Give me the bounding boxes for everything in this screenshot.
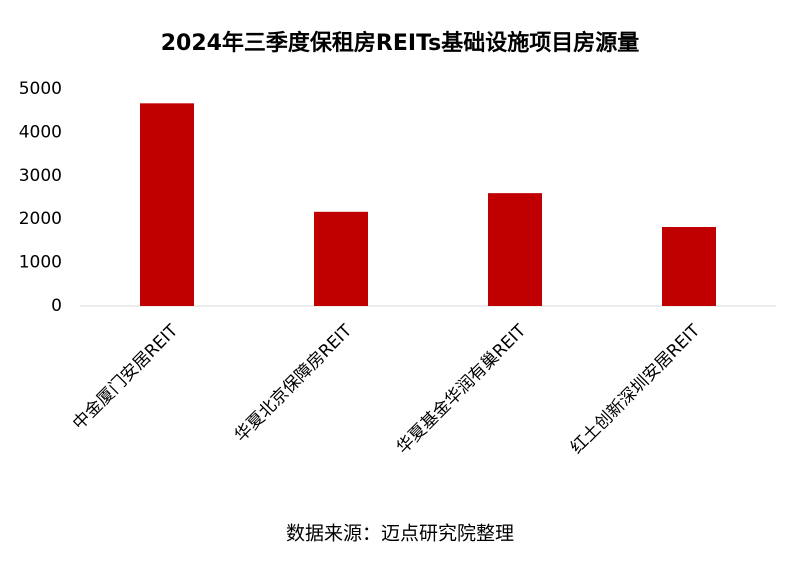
y-tick-label: 4000 — [19, 122, 62, 142]
bar — [140, 103, 194, 307]
bar — [662, 227, 716, 306]
y-tick-label: 2000 — [19, 209, 62, 229]
y-tick-label: 5000 — [19, 79, 62, 99]
source-note: 数据来源：迈点研究院整理 — [286, 523, 514, 545]
bar — [314, 211, 368, 306]
y-tick-label: 1000 — [19, 253, 62, 273]
y-tick-label: 3000 — [19, 166, 62, 186]
y-tick-label: 0 — [51, 296, 62, 316]
chart-title: 2024年三季度保租房REITs基础设施项目房源量 — [161, 30, 640, 56]
bar — [488, 193, 542, 306]
